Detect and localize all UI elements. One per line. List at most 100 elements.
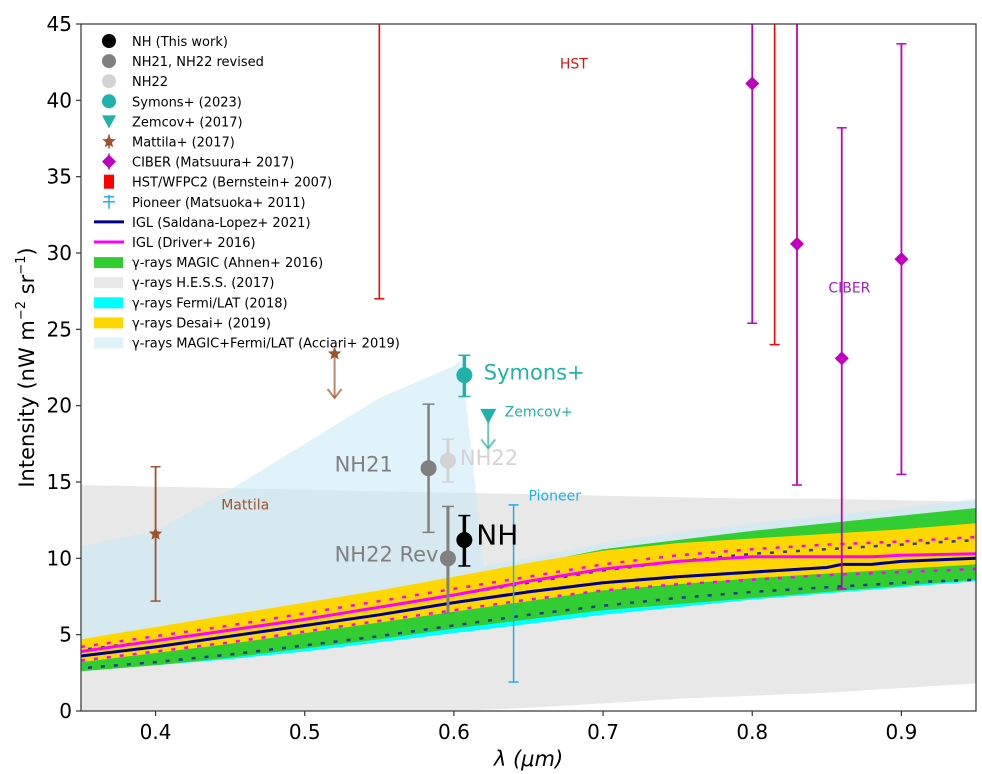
mattila-ul-1-head: [326, 388, 343, 400]
ciber-point-1: [790, 236, 804, 251]
legend: NH (This work) NH21, NH22 revised NH22 Symo…: [94, 34, 400, 352]
legend-item-6: CIBER (Matsuura+ 2017): [102, 153, 294, 171]
annotation-nh22-rev: NH22 Rev: [335, 542, 439, 566]
legend-item-11: γ-rays MAGIC (Ahnen+ 2016): [94, 256, 323, 271]
y-tick-label-2: 10: [47, 546, 72, 570]
annotation-zemcov-: Zemcov+: [505, 404, 573, 420]
legend-marker-triangle: [102, 115, 116, 129]
y-axis-label: Intensity (nW m−2 sr−1): [14, 247, 39, 487]
legend-label: γ-rays MAGIC (Ahnen+ 2016): [132, 256, 323, 271]
y-axis-label-sup1: −2: [14, 301, 29, 320]
x-tick-label-1: 0.5: [289, 720, 321, 744]
nh-point-0: [456, 532, 473, 549]
x-tick-label-0: 0.4: [140, 720, 172, 744]
nh22rev-point-0: [439, 550, 456, 567]
legend-label: Symons+ (2023): [132, 95, 242, 110]
legend-label: γ-rays Fermi/LAT (2018): [132, 296, 288, 311]
y-tick-label-7: 35: [47, 165, 72, 189]
zemcov-ul-0-head: [480, 438, 497, 451]
legend-label: NH22: [132, 75, 168, 90]
legend-item-12: γ-rays H.E.S.S. (2017): [94, 276, 274, 291]
y-tick-label-8: 40: [47, 88, 72, 112]
legend-item-0: NH (This work): [102, 34, 228, 50]
mattila-point-1: [327, 346, 342, 360]
data-points: [148, 24, 909, 683]
nh22-point-0: [439, 452, 456, 469]
y-tick-label-1: 5: [59, 623, 72, 647]
zemcov-point-0: [480, 408, 497, 424]
legend-item-2: NH22: [102, 74, 168, 90]
annotations: HST CIBER Mattila Pioneer Zemcov+ Symons+ NH22…: [221, 56, 870, 566]
legend-marker-circle: [102, 34, 116, 48]
ciber-point-2: [834, 351, 849, 366]
legend-marker-star: [102, 134, 116, 148]
legend-item-3: Symons+ (2023): [102, 94, 242, 110]
legend-label: IGL (Driver+ 2016): [132, 236, 256, 251]
x-tick-label-4: 0.8: [736, 720, 768, 744]
annotation-mattila: Mattila: [221, 497, 269, 513]
legend-label: Mattila+ (2017): [132, 136, 235, 151]
line-igl-driver: [81, 552, 976, 653]
annotation-nh22: NH22: [460, 446, 518, 470]
plot-frame: [80, 23, 977, 712]
legend-label: NH (This work): [132, 35, 228, 50]
legend-label: γ-rays H.E.S.S. (2017): [132, 276, 274, 291]
legend-label: NH21, NH22 revised: [132, 55, 264, 70]
annotation-ciber: CIBER: [828, 281, 870, 297]
y-tick-label-9: 45: [47, 12, 72, 36]
legend-item-4: Zemcov+ (2017): [102, 115, 243, 130]
y-tick-label-6: 30: [47, 241, 72, 265]
x-axis-label: λ (μm): [493, 747, 563, 771]
y-tick-label-5: 25: [47, 317, 72, 341]
igl-lines: [81, 535, 976, 670]
symons-point-0: [456, 367, 473, 384]
y-tick-label-0: 0: [59, 699, 72, 723]
annotation-symons-: Symons+: [484, 361, 585, 385]
x-tick-label-5: 0.9: [886, 720, 918, 744]
nh21-point-0: [420, 460, 437, 477]
legend-item-9: IGL (Saldana-Lopez+ 2021): [94, 216, 311, 231]
legend-marker-patch: [94, 317, 123, 329]
legend-label: γ-rays Desai+ (2019): [132, 316, 271, 331]
legend-label: Zemcov+ (2017): [132, 115, 243, 130]
axes: 0.4 0.5 0.6 0.7 0.8 0.9 0 5 10 15 20 25 30 35 40 45: [47, 12, 918, 744]
y-axis-label-main: Intensity (nW m: [15, 320, 39, 487]
legend-item-7: HST/WFPC2 (Bernstein+ 2007): [104, 174, 332, 191]
line-igl-saldana: [81, 556, 976, 658]
x-tick-label-2: 0.6: [438, 720, 470, 744]
legend-marker-diamond: [102, 154, 116, 169]
legend-marker-circle: [102, 74, 116, 89]
legend-item-15: γ-rays MAGIC+Fermi/LAT (Acciari+ 2019): [94, 337, 400, 352]
y-axis-label-mid: sr: [15, 274, 39, 301]
legend-item-8: Pioneer (Matsuoka+ 2011): [103, 194, 306, 211]
legend-item-10: IGL (Driver+ 2016): [94, 236, 256, 251]
y-tick-label-4: 20: [47, 394, 72, 418]
annotation-nh21: NH21: [335, 452, 393, 476]
annotation-pioneer: Pioneer: [529, 488, 582, 504]
legend-label: CIBER (Matsuura+ 2017): [132, 156, 294, 171]
legend-marker-patch: [94, 297, 123, 309]
dotted-navy-lower: [81, 578, 976, 670]
mattila-point-0: [148, 526, 163, 540]
legend-marker-circle: [102, 54, 116, 69]
ciber-point-0: [745, 76, 760, 91]
annotation-hst: HST: [560, 56, 588, 72]
annotation-nh: NH: [476, 519, 518, 552]
legend-item-1: NH21, NH22 revised: [102, 54, 264, 70]
band-acciari: [81, 359, 976, 669]
x-tick-label-3: 0.7: [587, 720, 619, 744]
legend-marker-circle: [102, 94, 116, 109]
legend-label: HST/WFPC2 (Bernstein+ 2007): [132, 176, 332, 191]
legend-marker-patch: [94, 257, 123, 269]
legend-item-14: γ-rays Desai+ (2019): [94, 316, 271, 331]
legend-item-13: γ-rays Fermi/LAT (2018): [94, 296, 288, 311]
legend-label: γ-rays MAGIC+Fermi/LAT (Acciari+ 2019): [132, 337, 400, 352]
legend-marker-square: [104, 174, 114, 189]
y-tick-label-3: 15: [47, 470, 72, 494]
legend-label: IGL (Saldana-Lopez+ 2021): [132, 216, 311, 231]
legend-item-5: Mattila+ (2017): [102, 134, 235, 151]
y-axis-label-sup2: −1: [14, 256, 29, 275]
ciber-point-3: [894, 252, 909, 267]
legend-label: Pioneer (Matsuoka+ 2011): [132, 196, 306, 211]
